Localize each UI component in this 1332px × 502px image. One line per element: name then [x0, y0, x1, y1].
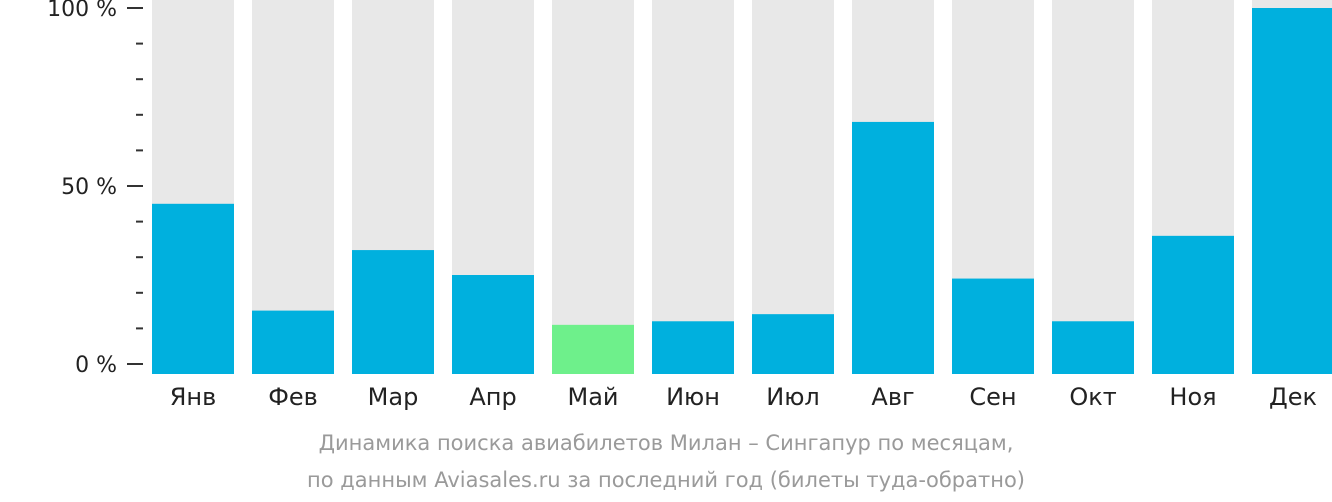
bar: [152, 203, 234, 374]
bar: [652, 321, 734, 374]
x-tick-label: Окт: [1069, 383, 1116, 411]
bar-track: [752, 0, 834, 374]
bar-track: [652, 0, 734, 374]
y-tick-label: 0 %: [75, 353, 117, 378]
bar: [752, 314, 834, 374]
bar: [1252, 8, 1332, 374]
chart-caption-line-2: по данным Aviasales.ru за последний год …: [307, 468, 1025, 492]
bar: [252, 310, 334, 374]
bar: [1152, 235, 1234, 374]
x-tick-label: Мар: [368, 383, 419, 411]
bar-track: [552, 0, 634, 374]
y-tick-label: 100 %: [47, 0, 117, 22]
x-tick-label: Фев: [268, 383, 318, 411]
x-tick-label: Ноя: [1169, 383, 1216, 411]
x-tick-label: Авг: [871, 383, 914, 411]
bar-track: [1052, 0, 1134, 374]
x-tick-label: Июл: [766, 383, 820, 411]
bar: [1052, 321, 1134, 374]
bar-highlighted: [552, 324, 634, 374]
y-tick-label: 50 %: [61, 175, 117, 200]
bars: [152, 0, 1332, 374]
x-tick-label: Янв: [170, 383, 217, 411]
bar: [352, 250, 434, 374]
x-axis-labels: Янв Фев Мар Апр Май Июн Июл Авг Сен Окт Ноя Дек: [170, 383, 1317, 411]
bar: [852, 121, 934, 374]
x-tick-label: Май: [567, 383, 618, 411]
chart-caption-line-1: Динамика поиска авиабилетов Милан – Синг…: [318, 431, 1014, 455]
y-axis: 100 % 50 % 0 %: [47, 0, 143, 378]
bar: [952, 278, 1034, 374]
bar: [452, 275, 534, 374]
x-tick-label: Июн: [666, 383, 720, 411]
x-tick-label: Дек: [1269, 383, 1317, 411]
x-tick-label: Апр: [469, 383, 516, 411]
x-tick-label: Сен: [969, 383, 1016, 411]
